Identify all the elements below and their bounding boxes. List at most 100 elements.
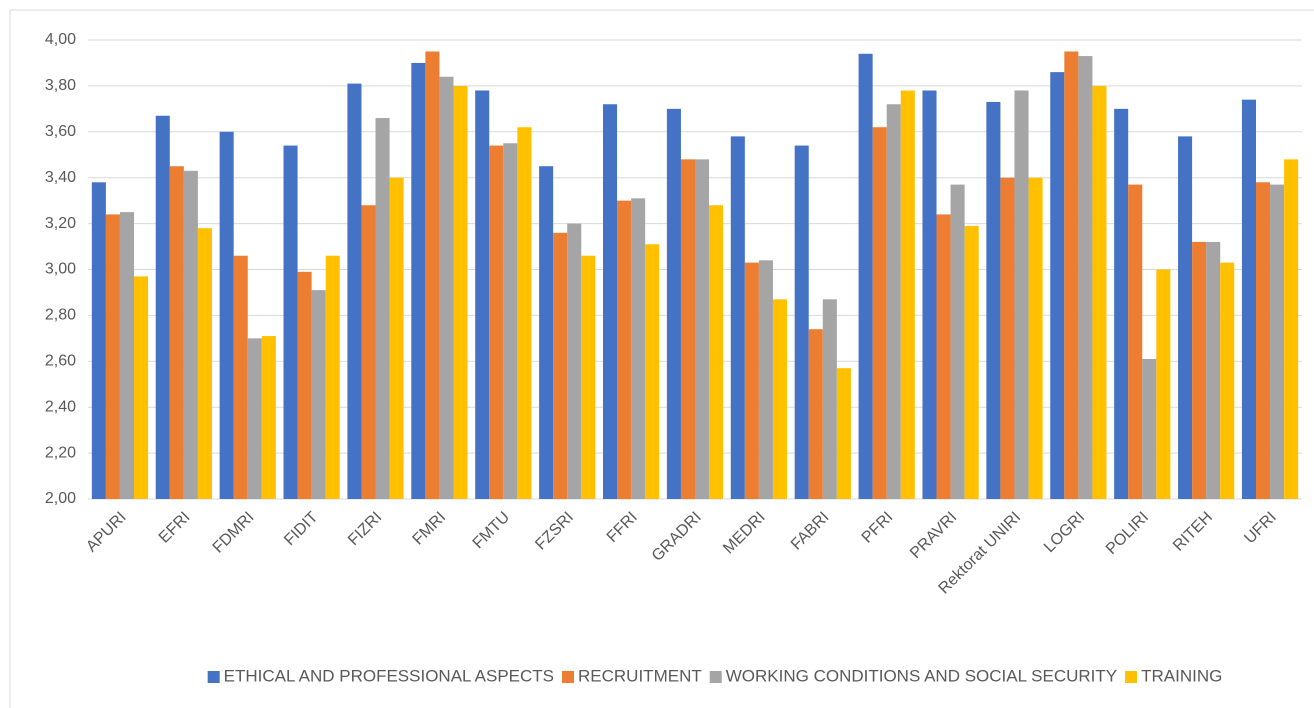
y-tick-label: 3,80 <box>45 77 76 94</box>
bar <box>539 166 554 499</box>
y-tick-label: 3,40 <box>45 169 76 186</box>
bar <box>183 170 198 499</box>
bar <box>1050 72 1065 499</box>
bar <box>1255 182 1271 500</box>
y-tick-label: 2,40 <box>45 398 76 415</box>
x-tick-label: FFRI <box>604 509 641 546</box>
bar <box>922 90 937 500</box>
y-tick-label: 2,80 <box>45 307 76 324</box>
bar <box>1014 90 1029 500</box>
x-tick-label: APURI <box>83 509 130 556</box>
bar <box>900 90 915 500</box>
bar <box>425 51 440 499</box>
legend-label: TRAINING <box>1141 666 1222 685</box>
x-tick-label: FMTU <box>470 509 513 552</box>
bar <box>744 262 759 499</box>
bar <box>666 108 681 499</box>
legend-label: RECRUITMENT <box>578 666 702 685</box>
x-tick-label: FABRI <box>788 509 833 554</box>
bar <box>836 368 851 499</box>
x-tick-label: FIZRI <box>345 509 385 549</box>
bar <box>169 166 184 499</box>
bar <box>872 127 887 500</box>
x-tick-label: FMRI <box>410 509 450 549</box>
bar <box>503 143 518 499</box>
y-tick-label: 3,20 <box>45 215 76 232</box>
bar <box>1128 184 1143 499</box>
bar <box>680 159 695 499</box>
bar <box>964 225 979 499</box>
y-tick-label: 2,00 <box>45 490 76 507</box>
bar <box>453 85 468 500</box>
bar <box>1000 177 1015 499</box>
x-tick-label: EFRI <box>156 509 194 547</box>
bar <box>645 244 660 499</box>
bar <box>475 90 490 500</box>
bar <box>411 62 426 499</box>
bar <box>1220 262 1235 499</box>
bar <box>617 200 632 499</box>
bar <box>602 104 618 499</box>
bar <box>858 53 873 500</box>
y-tick-label: 3,60 <box>45 123 76 140</box>
bar <box>197 228 212 499</box>
bar <box>347 83 362 499</box>
bar <box>1206 241 1221 499</box>
y-tick-label: 4,00 <box>45 31 76 48</box>
bar <box>105 214 120 500</box>
legend: ETHICAL AND PROFESSIONAL ASPECTS RECRUITM… <box>207 666 1222 685</box>
bar <box>936 214 951 500</box>
bar <box>772 299 788 499</box>
legend-swatch <box>207 671 220 683</box>
x-tick-label: GRADRI <box>649 509 705 565</box>
bar <box>91 182 106 500</box>
bar <box>794 145 809 499</box>
bar <box>439 76 454 499</box>
bar <box>233 255 248 499</box>
bar <box>808 329 823 499</box>
bar <box>1270 184 1285 499</box>
bar <box>1092 85 1107 500</box>
legend-label: ETHICAL AND PROFESSIONAL ASPECTS <box>224 666 554 685</box>
bar <box>822 299 837 499</box>
x-tick-label: RITEH <box>1170 509 1216 555</box>
x-tick-label: PRAVRI <box>907 509 960 562</box>
x-tick-label: FDMRI <box>210 509 258 557</box>
bar <box>219 131 234 500</box>
bar <box>581 255 596 499</box>
y-tick-label: 3,00 <box>45 261 76 278</box>
bar <box>375 118 390 499</box>
bar <box>553 232 568 499</box>
bar <box>567 223 582 499</box>
bar <box>950 184 965 499</box>
bar <box>1192 241 1207 499</box>
x-tick-label: FIDIT <box>281 509 321 549</box>
legend-swatch <box>709 671 722 683</box>
bar <box>119 212 135 499</box>
bar <box>389 177 404 499</box>
x-tick-label: LOGRI <box>1041 509 1088 556</box>
bar <box>1028 177 1043 499</box>
bar <box>986 101 1001 499</box>
x-tick-label: FZSRI <box>532 509 577 554</box>
bar <box>283 145 298 499</box>
bar <box>134 276 149 499</box>
bar <box>1142 359 1157 499</box>
bar <box>758 260 773 499</box>
bar <box>695 159 710 499</box>
x-tick-label: MEDRI <box>720 509 768 557</box>
bar <box>155 115 170 500</box>
x-tick-label: PFRI <box>859 509 897 547</box>
bar <box>361 205 376 500</box>
x-tick-label: POLIRI <box>1103 509 1152 558</box>
bar <box>709 205 724 500</box>
bar <box>297 271 312 499</box>
bar <box>247 338 262 499</box>
bar <box>1078 56 1093 499</box>
legend-swatch <box>562 671 575 683</box>
bar <box>311 290 326 499</box>
bar <box>1114 108 1129 499</box>
bar <box>1241 99 1256 500</box>
bar <box>1064 51 1079 499</box>
